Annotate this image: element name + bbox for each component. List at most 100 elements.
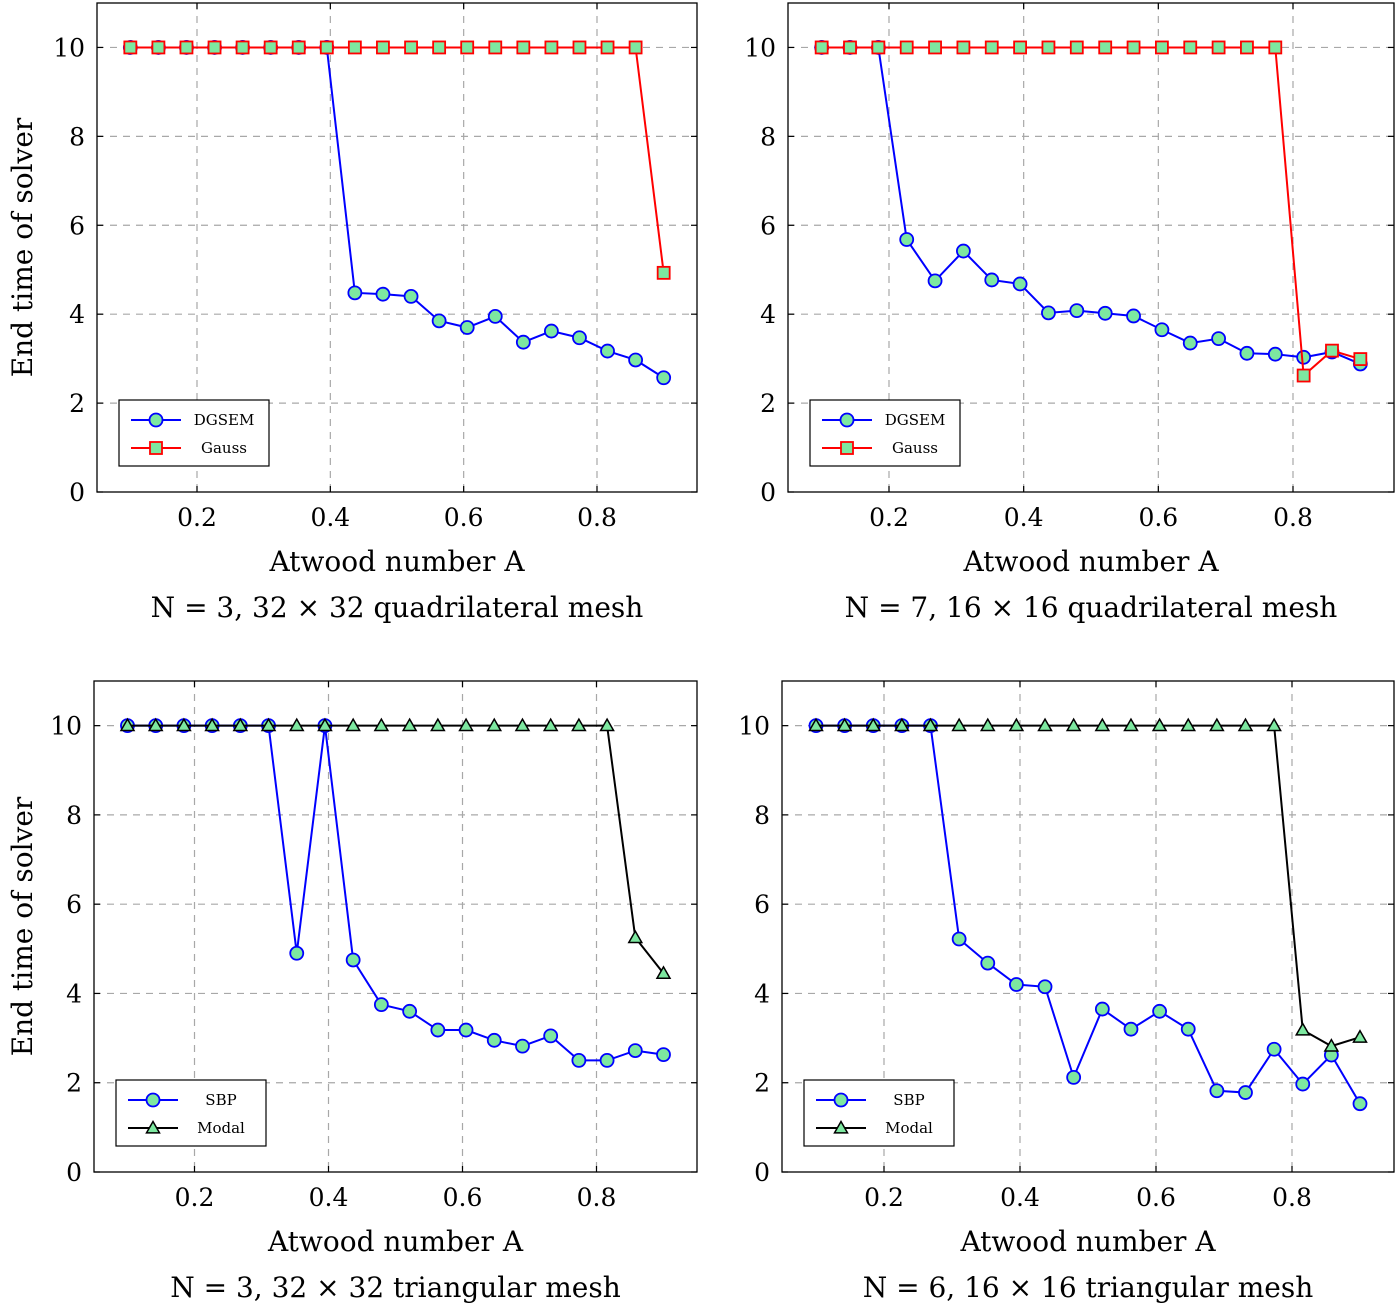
legend-label: Modal (885, 1119, 933, 1137)
y-tick-label: 0 (754, 1158, 770, 1187)
data-point (291, 40, 306, 55)
data-point (430, 717, 446, 732)
data-point (1240, 40, 1254, 55)
legend-marker (149, 441, 163, 455)
plot-frame (96, 2, 698, 493)
data-point (347, 285, 363, 301)
legend-box (803, 1079, 955, 1147)
data-point (1209, 717, 1225, 732)
data-point (1294, 1022, 1311, 1036)
y-tick-label: 6 (66, 890, 82, 919)
data-point (1180, 717, 1197, 732)
series-line (127, 724, 665, 974)
data-point (814, 40, 829, 55)
data-point (1353, 352, 1368, 366)
data-point (980, 955, 996, 971)
data-point (459, 320, 475, 335)
data-point (488, 40, 503, 55)
data-point (288, 717, 305, 732)
series-dgsem (122, 40, 672, 386)
data-point (402, 1003, 418, 1019)
plot-frame (93, 680, 698, 1173)
data-point (373, 997, 389, 1013)
y-tick-label: 10 (744, 33, 776, 62)
data-point (1325, 343, 1339, 358)
chart-panel-3: 0.2 0.4 0.6 0.8 0 2 4 6 8 10 Atwood number A End ti… (0, 655, 699, 1310)
y-tick-label: 10 (738, 712, 770, 741)
data-point (458, 717, 474, 732)
data-point (899, 40, 914, 55)
data-point (1041, 40, 1056, 55)
data-point (599, 1053, 615, 1068)
chart-svg-4: 0.2 0.4 0.6 0.8 0 2 4 6 8 10 Atwood number A N = 6,… (738, 680, 1395, 1304)
data-point (600, 40, 615, 55)
data-point (1323, 1038, 1340, 1052)
data-point (1041, 305, 1056, 321)
x-tick-label: 0.8 (577, 503, 617, 532)
legend-marker (145, 1119, 161, 1134)
x-tick-label: 0.6 (1138, 503, 1178, 532)
data-point (843, 40, 857, 55)
data-point (544, 40, 559, 55)
x-tick-label: 0.8 (1272, 1183, 1312, 1212)
chart-caption: N = 3, 32 × 32 quadrilateral mesh (151, 591, 644, 624)
chart-caption: N = 6, 16 × 16 triangular mesh (863, 1271, 1314, 1304)
data-point (1295, 1076, 1311, 1092)
legend-marker (840, 441, 854, 455)
legend: DGSEM Gauss (118, 399, 270, 467)
legend: SBP Modal (115, 1079, 267, 1147)
legend-marker (833, 1092, 849, 1108)
series-gauss (123, 40, 671, 280)
chart-svg-2: 0.2 0.4 0.6 0.8 0 2 4 6 8 10 Atwood number A N = 7,… (744, 2, 1395, 624)
x-axis-label: Atwood number A (268, 545, 525, 578)
y-axis-label: End time of solver (6, 796, 39, 1056)
x-tick-label: 0.8 (577, 1183, 617, 1212)
data-point (1013, 40, 1027, 55)
data-point (1012, 276, 1028, 292)
data-point (123, 40, 138, 55)
legend-box (118, 399, 270, 467)
data-point (1126, 308, 1141, 324)
data-point (894, 717, 910, 732)
legend-marker (148, 412, 164, 428)
y-tick-label: 10 (50, 712, 82, 741)
plot-frame (787, 2, 1395, 493)
chart-caption: N = 3, 32 × 32 triangular mesh (170, 1271, 621, 1304)
data-point (956, 243, 971, 259)
data-point (345, 952, 361, 968)
x-tick-label: 0.8 (1273, 503, 1313, 532)
data-point (1037, 717, 1053, 732)
data-point (487, 309, 503, 324)
legend-label: Gauss (201, 439, 247, 457)
data-point (628, 352, 643, 368)
data-point (1155, 40, 1169, 55)
data-point (1097, 305, 1113, 321)
data-point (922, 717, 939, 732)
y-tick-label: 8 (760, 122, 776, 151)
data-point (1008, 977, 1024, 992)
data-point (599, 717, 615, 732)
x-tick-label: 0.2 (869, 503, 909, 532)
legend: DGSEM Gauss (809, 399, 961, 467)
data-point (403, 288, 419, 304)
data-point (235, 40, 250, 55)
data-point (486, 1032, 502, 1048)
y-tick-label: 6 (754, 890, 770, 919)
series-gauss (814, 40, 1368, 383)
x-tick-label: 0.4 (1000, 1183, 1040, 1212)
y-tick-label: 2 (754, 1069, 770, 1098)
x-tick-label: 0.2 (864, 1183, 904, 1212)
y-tick-label: 2 (66, 1069, 82, 1098)
data-point (176, 717, 192, 732)
data-point (836, 717, 853, 732)
data-point (1211, 40, 1226, 55)
series-line (130, 46, 665, 379)
data-point (1008, 717, 1025, 732)
data-point (655, 965, 672, 979)
series-line (127, 724, 664, 1062)
data-point (1238, 1085, 1253, 1100)
data-point (404, 40, 418, 55)
data-point (571, 1053, 587, 1068)
data-point (401, 717, 418, 732)
data-point (260, 717, 277, 732)
